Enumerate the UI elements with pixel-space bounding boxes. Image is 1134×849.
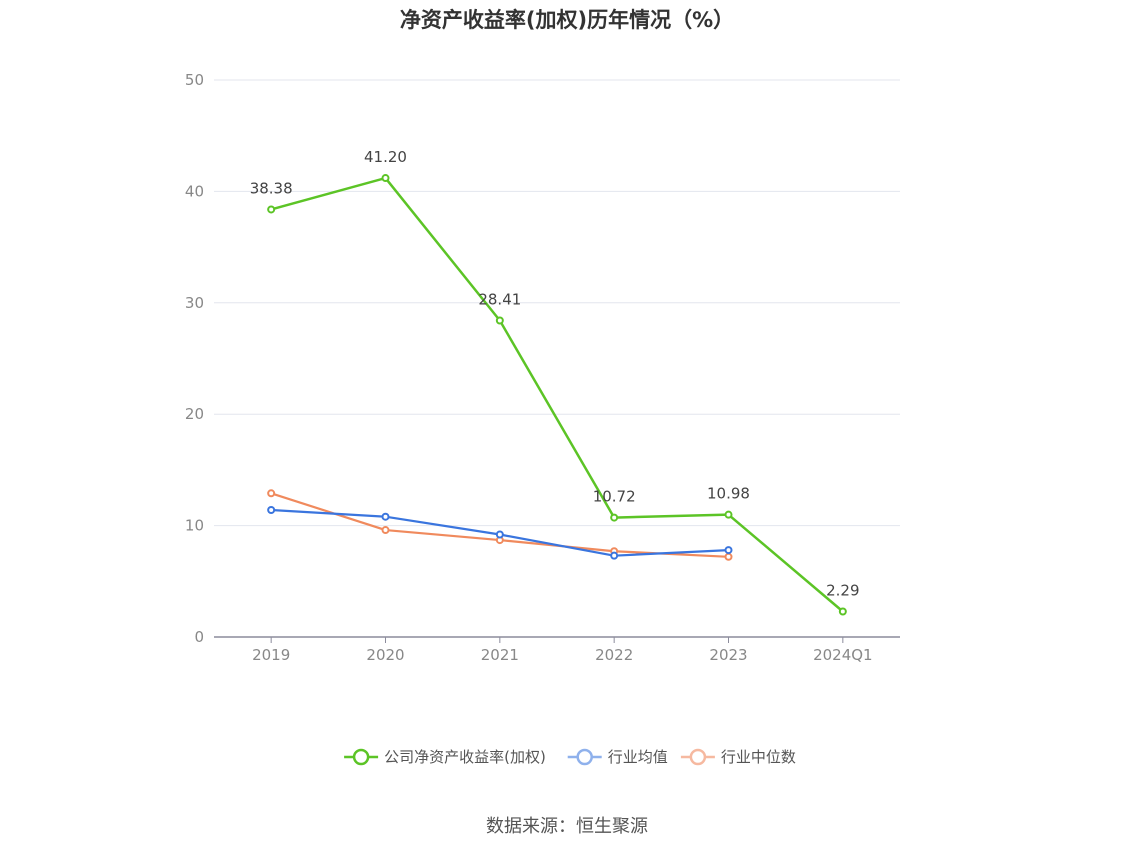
legend-marker-icon	[689, 748, 707, 766]
data-point	[381, 512, 390, 521]
data-point	[838, 607, 847, 616]
x-tick-label: 2022	[595, 646, 633, 664]
data-point	[381, 526, 390, 535]
data-label: 41.20	[364, 148, 407, 166]
x-tick-label: 2023	[709, 646, 747, 664]
legend-item: 公司净资产收益率(加权)	[344, 748, 546, 766]
y-tick-label: 30	[185, 294, 204, 312]
x-tick-label: 2021	[481, 646, 519, 664]
chart-title: 净资产收益率(加权)历年情况（%）	[399, 8, 735, 32]
legend-marker-icon	[576, 748, 593, 766]
y-tick-label: 40	[185, 182, 204, 200]
data-point	[724, 510, 733, 519]
data-label: 28.41	[478, 291, 521, 309]
data-point	[381, 174, 390, 183]
series	[267, 174, 847, 616]
legend-label: 行业中位数	[721, 748, 796, 766]
data-point	[495, 530, 504, 539]
data-point	[610, 513, 619, 522]
legend-label: 公司净资产收益率(加权)	[384, 748, 546, 766]
data-point	[267, 205, 276, 214]
data-label: 10.72	[593, 488, 636, 506]
data-point	[724, 552, 733, 561]
data-label: 10.98	[707, 485, 750, 503]
grid-lines	[214, 79, 900, 527]
y-tick-label: 20	[185, 405, 204, 423]
series-line	[270, 176, 844, 613]
series-line	[270, 492, 729, 558]
axes: 0 10 20 30 40 50 2019 2020 2021 2022 2023 2024Q1	[185, 71, 900, 664]
y-tick-label: 10	[185, 517, 204, 535]
legend: 公司净资产收益率(加权) 行业均值 行业中位数	[344, 748, 796, 766]
data-label: 2.29	[826, 581, 859, 599]
data-labels: 38.38 41.20 28.41 10.72 10.98 2.29	[250, 148, 860, 599]
data-point	[267, 506, 276, 515]
legend-item: 行业中位数	[680, 748, 796, 766]
data-point	[267, 489, 276, 498]
data-point	[495, 316, 504, 325]
x-tick-label: 2024Q1	[813, 646, 873, 664]
legend-marker-icon	[352, 748, 370, 766]
data-label: 38.38	[250, 179, 293, 197]
y-tick-label: 0	[194, 628, 204, 646]
data-point	[610, 551, 619, 560]
legend-item: 行业均值	[567, 748, 668, 766]
source-note: 数据来源：恒生聚源	[486, 816, 648, 837]
x-tick-label: 2020	[366, 646, 404, 664]
y-tick-label: 50	[185, 71, 204, 89]
data-point	[724, 546, 733, 555]
legend-label: 行业均值	[608, 748, 668, 766]
x-tick-label: 2019	[252, 646, 290, 664]
